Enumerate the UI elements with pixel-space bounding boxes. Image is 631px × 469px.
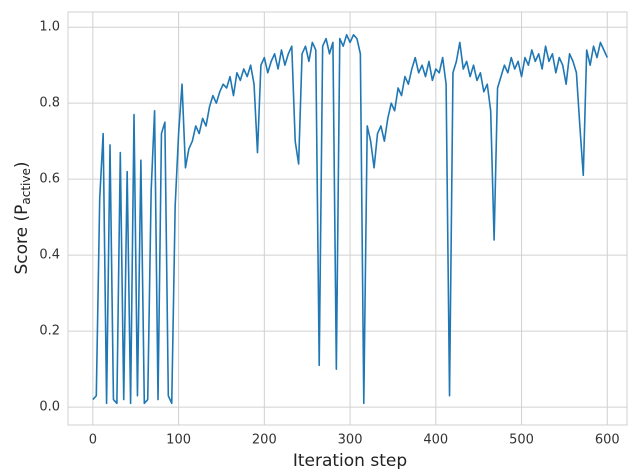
line-series: [92, 34, 609, 405]
y-label-sub: active: [19, 168, 33, 204]
y-label-end: ): [12, 161, 32, 168]
x-tick-label: 500: [509, 433, 534, 448]
x-tick-label: 400: [423, 433, 448, 448]
x-tick-label: 100: [166, 433, 191, 448]
y-tick-label: 0.6: [39, 172, 60, 187]
y-tick-label: 0.0: [39, 400, 60, 415]
x-tick-label: 0: [89, 433, 97, 448]
y-label-main: Score (P: [12, 205, 32, 275]
y-tick-label: 1.0: [39, 20, 60, 35]
x-tick-label: 200: [252, 433, 277, 448]
y-tick-label: 0.8: [39, 96, 60, 111]
x-axis-label: Iteration step: [293, 451, 407, 469]
y-axis-label: Score (Pactive): [12, 161, 33, 274]
y-tick-label: 0.2: [39, 324, 60, 339]
x-tick-label: 300: [338, 433, 363, 448]
plot-frame: [67, 11, 628, 426]
x-tick-label: 600: [595, 433, 620, 448]
y-tick-label: 0.4: [39, 248, 60, 263]
